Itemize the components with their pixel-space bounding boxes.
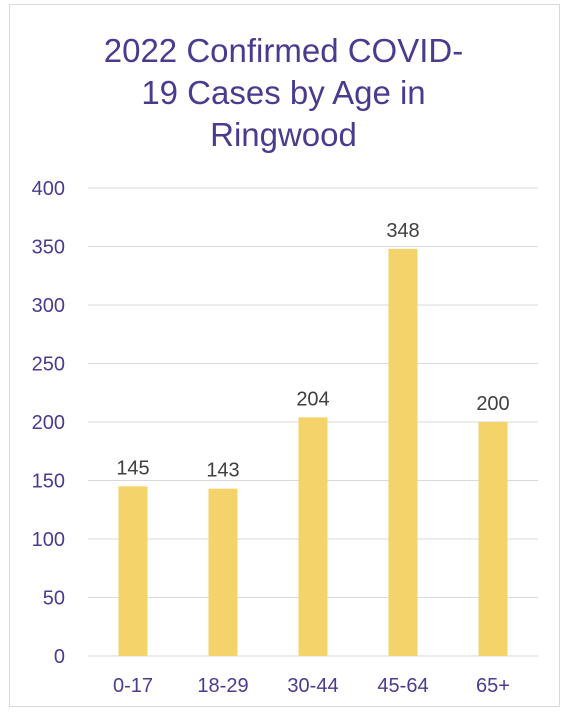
y-tick-label: 300	[32, 295, 65, 317]
y-tick-label: 0	[54, 646, 65, 668]
x-category-label: 30-44	[287, 675, 338, 697]
data-label: 200	[476, 393, 509, 415]
data-label: 204	[296, 388, 329, 410]
y-tick-label: 250	[32, 354, 65, 376]
y-tick-label: 100	[32, 529, 65, 551]
y-tick-label: 350	[32, 237, 65, 259]
y-tick-label: 200	[32, 412, 65, 434]
chart-frame	[9, 4, 560, 707]
x-category-label: 45-64	[377, 675, 428, 697]
bar-45-64	[388, 248, 418, 656]
data-label: 348	[386, 220, 419, 242]
y-tick-label: 50	[43, 588, 65, 610]
y-tick-label: 400	[32, 178, 65, 200]
x-category-label: 65+	[476, 675, 510, 697]
y-tick-label: 150	[32, 471, 65, 493]
bar-18-29	[208, 488, 238, 656]
data-label: 143	[206, 460, 239, 482]
bar-0-17	[118, 486, 148, 656]
x-category-label: 0-17	[113, 675, 153, 697]
data-label: 145	[116, 457, 149, 479]
chart-title: 2022 Confirmed COVID- 19 Cases by Age in…	[103, 32, 464, 153]
bar-30-44	[298, 417, 328, 656]
x-category-label: 18-29	[197, 675, 248, 697]
bar-65+	[478, 422, 508, 656]
